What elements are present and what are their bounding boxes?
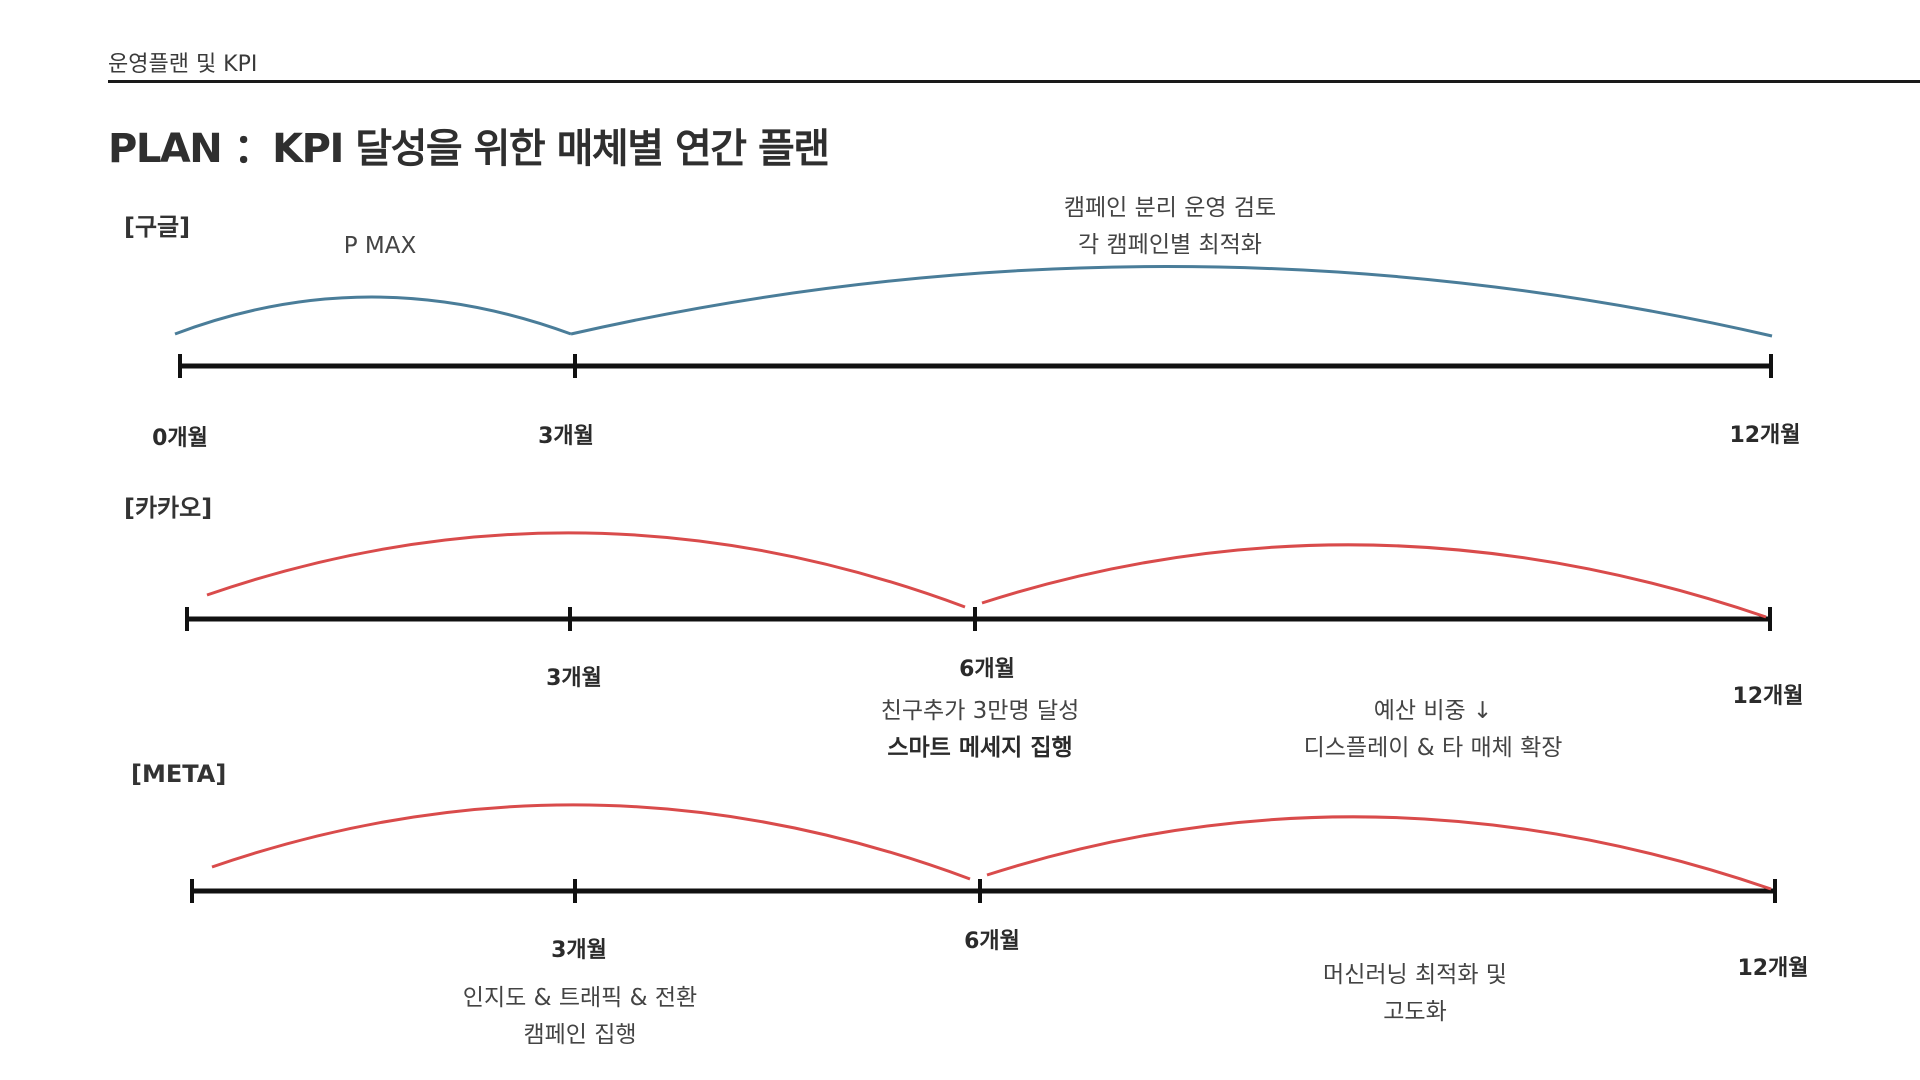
- kakao-arc-phase1: [206, 531, 966, 609]
- google-tick-label-12: 12개월: [1729, 423, 1801, 448]
- kakao-tick-label-6: 6개월: [959, 657, 1015, 682]
- google-phase-note-optimize: 캠페인 분리 운영 검토 각 캠페인별 최적화: [1064, 190, 1276, 264]
- meta-phase-note-2: 머신러닝 최적화 및 고도화: [1323, 957, 1507, 1031]
- section-label-google: [구글]: [124, 213, 191, 241]
- note-line: 고도화: [1383, 999, 1447, 1025]
- section-label-kakao: [카카오]: [124, 494, 213, 522]
- header-title: 운영플랜 및 KPI: [108, 52, 258, 77]
- page-title: PLAN ：KPI 달성을 위한 매체별 연간 플랜: [108, 126, 830, 172]
- note-line: 캠페인 분리 운영 검토: [1063, 195, 1277, 221]
- meta-tick-label-3: 3개월: [551, 938, 607, 963]
- meta-tick-label-6: 6개월: [964, 929, 1020, 954]
- google-phase-note-pmax: P MAX: [344, 228, 417, 265]
- google-arc-optimize: [570, 265, 1773, 338]
- note-line: 디스플레이 & 타 매체 확장: [1303, 735, 1563, 761]
- kakao-phase-note-2: 예산 비중 ↓ 디스플레이 & 타 매체 확장: [1304, 693, 1563, 767]
- meta-arc-phase2: [986, 815, 1772, 891]
- note-line: 머신러닝 최적화 및: [1323, 962, 1507, 988]
- meta-tick-label-12: 12개월: [1737, 956, 1809, 981]
- note-line: P MAX: [343, 233, 417, 259]
- google-arc-pmax: [174, 295, 572, 336]
- header-divider: [108, 80, 1920, 83]
- note-line: 캠페인 집행: [523, 1022, 637, 1048]
- google-tick-label-0: 0개월: [152, 426, 208, 451]
- note-line: 예산 비중 ↓: [1373, 698, 1493, 724]
- kakao-tick-label-12: 12개월: [1732, 684, 1804, 709]
- note-line: 스마트 메세지 집행: [887, 735, 1073, 761]
- kakao-phase-note-1: 친구추가 3만명 달성 스마트 메세지 집행: [881, 693, 1080, 767]
- section-label-meta: [META]: [131, 760, 227, 788]
- note-line: 친구추가 3만명 달성: [880, 698, 1080, 724]
- kakao-tick-label-3: 3개월: [546, 666, 602, 691]
- note-line: 인지도 & 트래픽 & 전환: [462, 985, 698, 1011]
- meta-arc-phase1: [211, 803, 971, 881]
- note-line: 각 캠페인별 최적화: [1078, 232, 1262, 258]
- meta-phase-note-1: 인지도 & 트래픽 & 전환 캠페인 집행: [463, 980, 697, 1054]
- google-tick-label-3: 3개월: [538, 424, 594, 449]
- kakao-arc-phase2: [981, 543, 1767, 619]
